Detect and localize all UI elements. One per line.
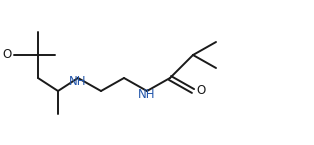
Text: NH: NH (69, 75, 87, 88)
Text: NH: NH (138, 88, 156, 101)
Text: O: O (3, 48, 12, 61)
Text: O: O (196, 85, 205, 97)
